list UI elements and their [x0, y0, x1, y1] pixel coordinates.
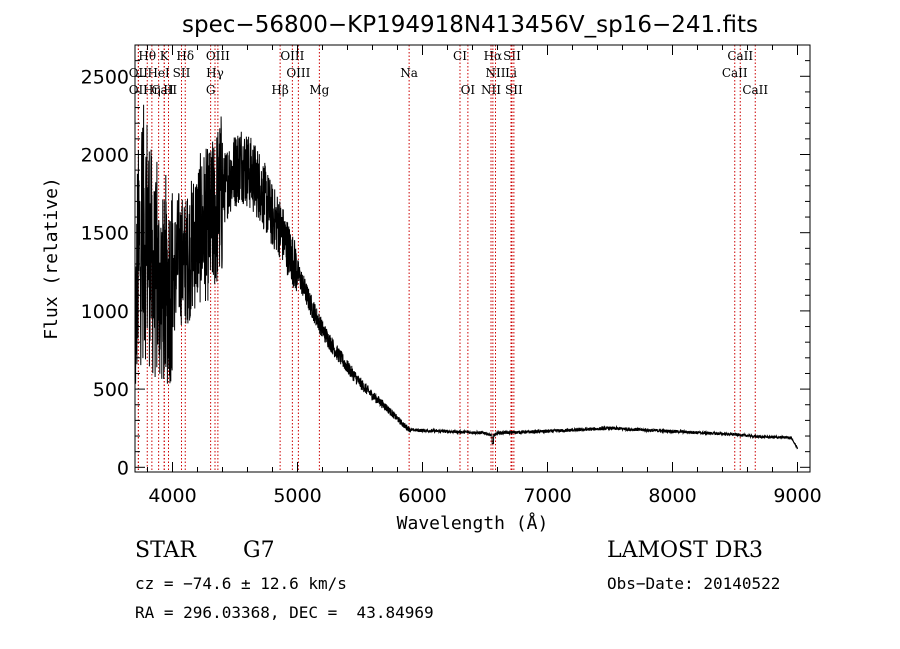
y-tick-label: 500 [93, 379, 129, 401]
x-tick-label: 9000 [773, 485, 821, 507]
x-tick-label: 7000 [523, 485, 571, 507]
line-label-13: Hγ [206, 66, 224, 80]
x-tick-label: 4000 [148, 485, 196, 507]
line-label-7: Hα [484, 49, 503, 63]
line-label-25: OI [461, 83, 476, 97]
x-tick-label: 6000 [398, 485, 446, 507]
object-subclass: G7 [243, 538, 275, 563]
line-label-14: OIII [286, 66, 310, 80]
line-label-21: H [163, 83, 173, 97]
y-tick-label: 0 [117, 457, 129, 479]
observation-date: Obs−Date: 20140522 [607, 574, 781, 593]
line-label-6: CI [453, 49, 467, 63]
line-label-24: Mg [309, 83, 329, 97]
y-tick-label: 2000 [81, 144, 129, 166]
line-label-16: NII [486, 66, 506, 80]
line-label-3: Hδ [176, 49, 194, 63]
line-label-5: OIII [280, 49, 304, 63]
redshift-text: cz = −74.6 ± 12.6 km/s [135, 574, 347, 593]
spectrum-line [134, 104, 798, 450]
line-label-15: Na [400, 66, 418, 80]
line-label-17: Li [505, 66, 517, 80]
line-label-9: CaII [727, 49, 753, 63]
line-label-28: CaII [742, 83, 768, 97]
line-label-2: K [160, 49, 170, 63]
y-tick-label: 2500 [81, 66, 129, 88]
axis-ticks: 4000 5000 6000 7000 8000 9000 0 500 1000 1500 2000… [81, 45, 822, 507]
survey-name: LAMOST DR3 [607, 538, 763, 563]
line-label-20: Hη [143, 83, 161, 97]
line-label-1: Hθ [138, 49, 156, 63]
chart-title: spec−56800−KP194918N413456V_sp16−241.fit… [182, 12, 758, 38]
x-axis-label: Wavelength (Å) [397, 512, 549, 534]
line-label-19: OII [129, 83, 149, 97]
plot-frame [134, 44, 811, 473]
y-tick-label: 1500 [81, 223, 129, 245]
line-label-8: SII [503, 49, 521, 63]
spectrum-chart: spec−56800−KP194918N413456V_sp16−241.fit… [41, 12, 822, 534]
line-label-11: HeI [147, 66, 170, 80]
object-class: STAR [135, 538, 196, 563]
line-label-12: SII [173, 66, 191, 80]
line-label-18: CaII [722, 66, 748, 80]
x-tick-label: 8000 [648, 485, 696, 507]
line-label-22: G [206, 83, 216, 97]
line-label-0: CaII [151, 83, 177, 97]
spectrum-series [134, 104, 798, 450]
y-tick-label: 1000 [81, 301, 129, 323]
y-axis-label: Flux (relative) [41, 177, 62, 340]
coordinates-text: RA = 296.03368, DEC = 43.84969 [135, 603, 434, 622]
line-label-27: SII [505, 83, 523, 97]
line-label-4: OIII [206, 49, 230, 63]
x-tick-label: 5000 [273, 485, 321, 507]
line-label-23: Hβ [271, 83, 288, 97]
line-label-26: NII [481, 83, 501, 97]
